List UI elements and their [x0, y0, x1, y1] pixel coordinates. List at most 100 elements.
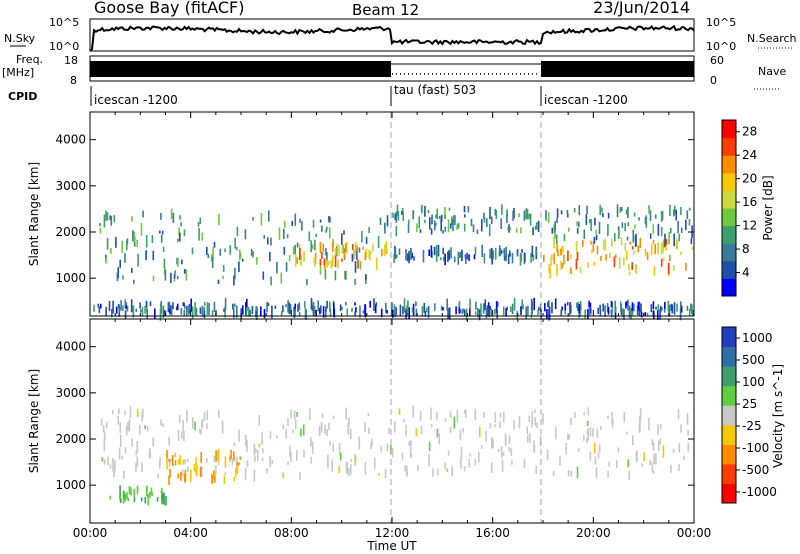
power-marks-cell-344 [450, 247, 452, 259]
power-marks-cell-710 [458, 302, 461, 314]
power-marks-cell-63 [103, 214, 106, 228]
vel-marks-cell-179 [662, 445, 665, 458]
power-marks-cell-306 [437, 244, 440, 257]
power-marks-cell-786 [407, 300, 409, 314]
vel-marks-cell-386 [109, 495, 112, 500]
vel-marks-cell-3 [623, 412, 626, 423]
power-marks-cell-261 [515, 227, 518, 233]
power-marks-cell-345 [530, 253, 532, 263]
power-marks-cell-845 [203, 310, 206, 318]
vel-marks-cell-169 [371, 438, 373, 446]
vel-marks-cell-55 [186, 410, 188, 423]
power-marks-cell-193 [352, 244, 354, 250]
power-marks-cell-428 [556, 244, 558, 253]
power-marks-cell-840 [126, 305, 129, 312]
vel-marks-cell-381 [165, 495, 167, 506]
power-marks-cell-332 [411, 252, 413, 259]
power-marks-cell-287 [512, 210, 514, 221]
vel-marks-cell-139 [368, 427, 370, 434]
nsky-label: N.Sky [4, 32, 36, 45]
power-marks-cell-535 [594, 217, 596, 226]
vel-marks-cell-29 [513, 420, 515, 430]
power-marks-cell-480 [598, 221, 601, 234]
power-marks-cell-301 [442, 247, 444, 255]
power-marks-cell-873 [234, 303, 236, 308]
power-marks-cell-161 [206, 246, 208, 255]
power-marks-cell-401 [665, 238, 668, 245]
vel-marks-cell-213 [492, 438, 494, 449]
power-marks-cell-367 [473, 254, 476, 260]
power-marks-cell-16 [173, 274, 176, 279]
power-marks-cell-503 [688, 219, 691, 226]
vel-marks-cell-294 [412, 405, 414, 418]
vel-marks-cell-145 [428, 453, 430, 467]
power-marks-cell-29 [106, 237, 109, 250]
vel-marks-cell-227 [160, 419, 162, 426]
power-marks-cell-15 [263, 235, 266, 239]
power-marks-cell-152 [177, 238, 179, 243]
power-marks-cell-341 [516, 253, 519, 257]
vel-marks-cell-368 [178, 458, 180, 465]
power-marks-cell-847 [304, 301, 306, 308]
power-marks-cell-657 [369, 301, 371, 308]
power-marks-cell-65 [199, 217, 202, 224]
power-marks-cell-606 [611, 302, 614, 313]
vel-marks-cell-112 [168, 436, 170, 446]
vel-marks-cell-346 [211, 475, 214, 484]
power-marks-cell-417 [596, 245, 599, 255]
vel-marks-cell-97 [349, 428, 352, 439]
power-marks-cell-346 [474, 246, 477, 256]
vel-marks-cell-284 [468, 459, 470, 468]
power-marks-cell-585 [566, 301, 569, 306]
power-marks-cell-6 [286, 234, 289, 239]
power-marks-cell-385 [665, 242, 667, 251]
power-marks-cell-741 [659, 305, 662, 313]
power-marks-cell-660 [201, 305, 204, 317]
vel-marks-cell-314 [534, 417, 536, 427]
power-marks-cell-369 [465, 255, 467, 264]
power-marks-cell-509 [578, 205, 581, 216]
power-marks-cell-194 [383, 244, 386, 252]
power-marks-cell-675 [527, 305, 529, 316]
vel-marks-cell-136 [460, 457, 462, 469]
vel-marks-cell-341 [214, 473, 216, 483]
power-marks-cell-289 [431, 214, 433, 225]
power-marks-cell-522 [627, 207, 629, 219]
vel-marks-cell-52 [607, 415, 609, 419]
power-marks-cell-685 [640, 311, 643, 318]
power-marks-cell-494 [555, 234, 558, 244]
power-marks-cell-839 [421, 306, 424, 317]
power-marks-cell-10 [113, 215, 116, 223]
power-marks-cell-730 [588, 300, 590, 308]
power-marks-cell-354 [509, 252, 511, 257]
power-marks-cell-728 [355, 307, 357, 313]
vel-marks-cell-331 [166, 450, 168, 459]
power-marks-cell-131 [211, 257, 214, 268]
power-marks-cell-630 [346, 308, 349, 316]
vel-marks-cell-56 [587, 420, 589, 427]
power-marks-cell-260 [463, 205, 466, 213]
power-marks-cell-286 [444, 206, 446, 219]
vel-marks-cell-248 [201, 419, 203, 428]
power-marks-cell-1 [244, 229, 247, 240]
vel-marks-cell-286 [221, 422, 224, 434]
power-marks-cell-191 [368, 249, 371, 254]
vel-marks-cell-311 [687, 429, 689, 436]
power-marks-cell-713 [449, 307, 451, 320]
time-tick-label-2: 08:00 [274, 526, 309, 540]
freq-block-3 [541, 61, 694, 77]
power-marks-cell-868 [578, 304, 580, 313]
power-marks-cell-447 [557, 249, 559, 257]
vel-marks-cell-60 [218, 409, 220, 418]
power-marks-cell-64 [183, 269, 186, 274]
vel-marks-cell-376 [128, 486, 131, 495]
power-marks-cell-841 [351, 307, 353, 312]
power-marks-cell-436 [660, 243, 663, 255]
power-marks-cell-760 [644, 312, 647, 316]
velocity-y-axis-label: Slant Range [km] [27, 369, 41, 473]
power-marks-cell-405 [680, 251, 682, 255]
vel-yticks-label-2: 3000 [55, 386, 86, 400]
vel-marks-cell-83 [181, 431, 183, 439]
power-marks-cell-157 [152, 250, 155, 261]
power-marks-cell-68 [172, 212, 175, 223]
